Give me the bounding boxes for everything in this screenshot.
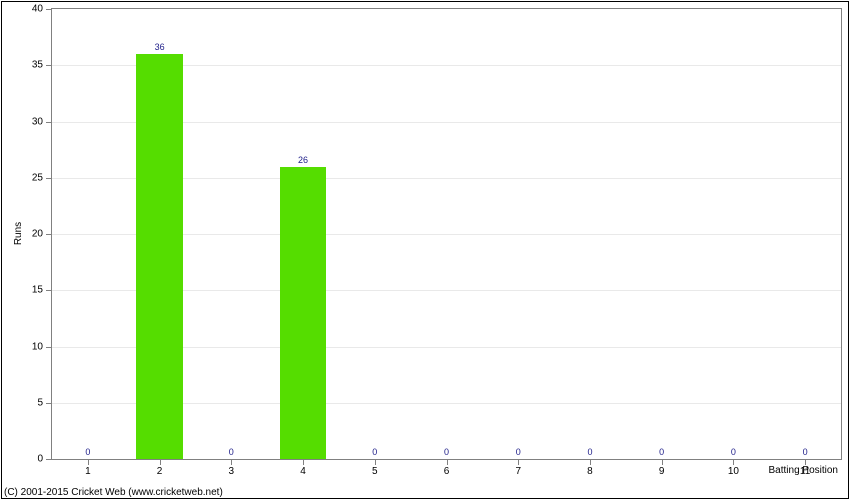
y-tick-label: 35 — [19, 60, 43, 71]
bar-value-label: 0 — [73, 447, 103, 457]
x-tick — [231, 460, 232, 465]
bar-value-label: 0 — [503, 447, 533, 457]
y-tick — [46, 403, 51, 404]
x-tick-label: 6 — [437, 466, 457, 477]
bar-value-label: 0 — [790, 447, 820, 457]
x-tick — [88, 460, 89, 465]
y-tick — [46, 234, 51, 235]
x-tick — [733, 460, 734, 465]
x-tick-label: 9 — [652, 466, 672, 477]
x-tick-label: 11 — [795, 466, 815, 477]
bar-value-label: 0 — [216, 447, 246, 457]
x-tick-label: 1 — [78, 466, 98, 477]
bar — [136, 54, 183, 459]
x-tick — [590, 460, 591, 465]
bar-value-label: 36 — [145, 42, 175, 52]
x-tick — [160, 460, 161, 465]
bar-value-label: 0 — [432, 447, 462, 457]
y-tick — [46, 459, 51, 460]
copyright-text: (C) 2001-2015 Cricket Web (www.cricketwe… — [4, 487, 223, 498]
x-tick-label: 3 — [221, 466, 241, 477]
y-tick — [46, 178, 51, 179]
bar-value-label: 0 — [718, 447, 748, 457]
bar-value-label: 0 — [360, 447, 390, 457]
y-tick — [46, 290, 51, 291]
y-tick-label: 10 — [19, 341, 43, 352]
y-tick-label: 40 — [19, 4, 43, 15]
x-tick — [662, 460, 663, 465]
bar-value-label: 26 — [288, 155, 318, 165]
plot-area — [51, 8, 842, 460]
bar — [280, 167, 327, 460]
x-tick-label: 8 — [580, 466, 600, 477]
y-tick — [46, 122, 51, 123]
x-tick — [805, 460, 806, 465]
y-tick-label: 20 — [19, 229, 43, 240]
bar-value-label: 0 — [575, 447, 605, 457]
x-tick-label: 5 — [365, 466, 385, 477]
x-tick-label: 2 — [150, 466, 170, 477]
y-tick-label: 15 — [19, 285, 43, 296]
y-tick-label: 5 — [19, 397, 43, 408]
x-tick-label: 4 — [293, 466, 313, 477]
x-tick — [447, 460, 448, 465]
x-tick — [375, 460, 376, 465]
x-tick-label: 10 — [723, 466, 743, 477]
y-tick — [46, 65, 51, 66]
bar-value-label: 0 — [647, 447, 677, 457]
x-tick — [518, 460, 519, 465]
x-tick-label: 7 — [508, 466, 528, 477]
y-tick-label: 0 — [19, 454, 43, 465]
y-tick-label: 25 — [19, 172, 43, 183]
y-tick — [46, 9, 51, 10]
y-tick — [46, 347, 51, 348]
y-tick-label: 30 — [19, 116, 43, 127]
x-tick — [303, 460, 304, 465]
